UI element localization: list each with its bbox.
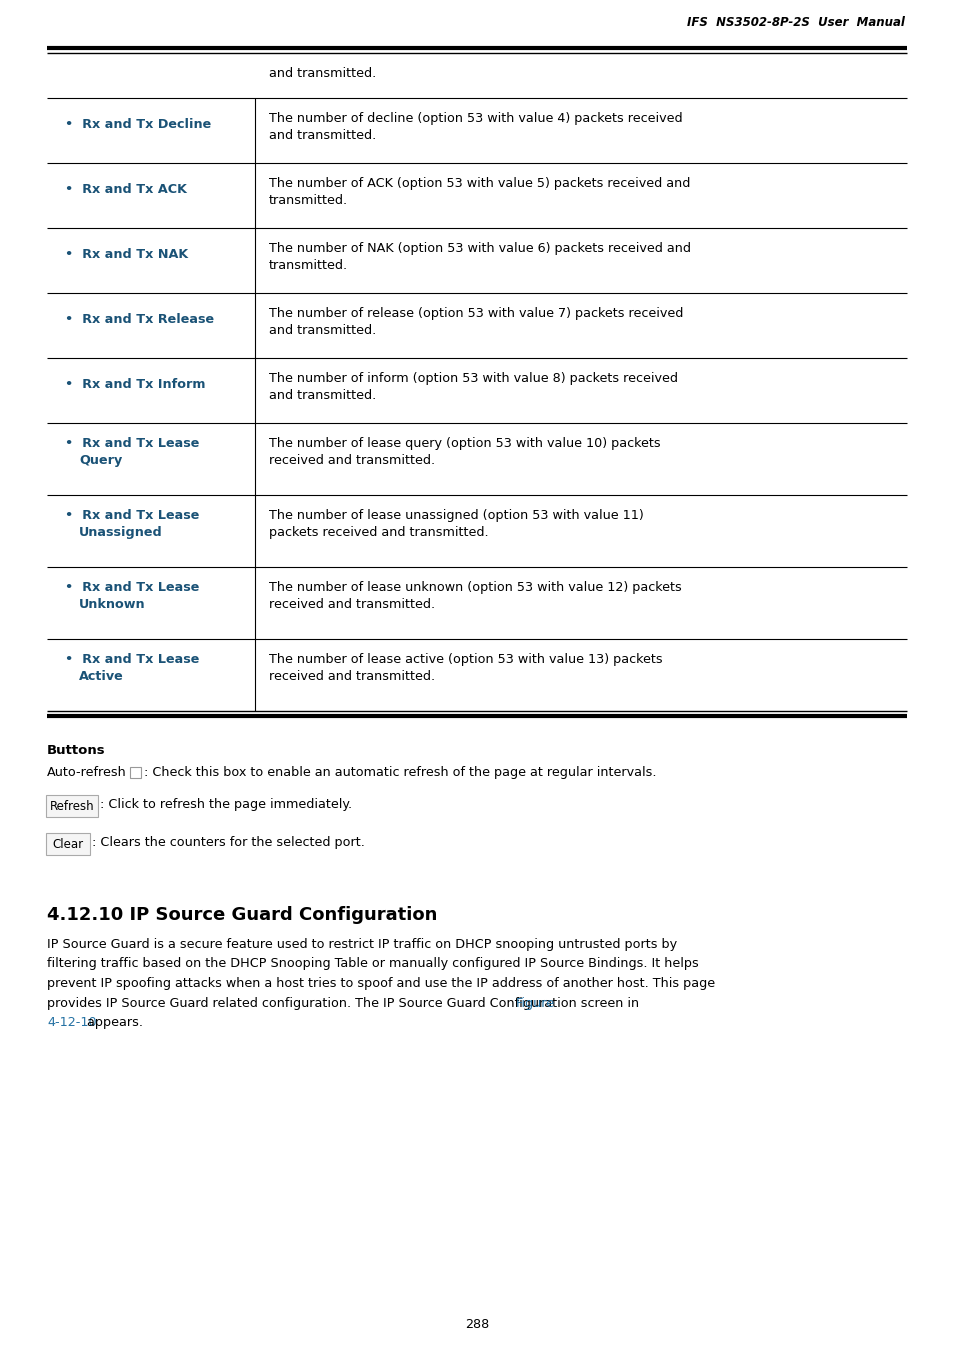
Text: and transmitted.: and transmitted.	[269, 130, 375, 142]
Text: 288: 288	[464, 1319, 489, 1331]
Text: received and transmitted.: received and transmitted.	[269, 598, 435, 612]
Text: Figure: Figure	[515, 996, 554, 1010]
Text: 4.12.10 IP Source Guard Configuration: 4.12.10 IP Source Guard Configuration	[47, 906, 436, 923]
Text: Buttons: Buttons	[47, 744, 106, 757]
Text: •  Rx and Tx Release: • Rx and Tx Release	[65, 313, 213, 325]
Text: •  Rx and Tx ACK: • Rx and Tx ACK	[65, 184, 187, 196]
Text: Active: Active	[79, 670, 124, 683]
Text: prevent IP spoofing attacks when a host tries to spoof and use the IP address of: prevent IP spoofing attacks when a host …	[47, 977, 715, 990]
Text: 4-12-10: 4-12-10	[47, 1017, 96, 1029]
Text: received and transmitted.: received and transmitted.	[269, 454, 435, 467]
Text: IP Source Guard is a secure feature used to restrict IP traffic on DHCP snooping: IP Source Guard is a secure feature used…	[47, 938, 677, 950]
Text: •  Rx and Tx Lease: • Rx and Tx Lease	[65, 437, 199, 450]
Text: The number of inform (option 53 with value 8) packets received: The number of inform (option 53 with val…	[269, 373, 678, 385]
Text: and transmitted.: and transmitted.	[269, 68, 375, 80]
Text: Clear: Clear	[52, 837, 84, 850]
Text: The number of decline (option 53 with value 4) packets received: The number of decline (option 53 with va…	[269, 112, 682, 126]
FancyBboxPatch shape	[46, 795, 98, 817]
Text: The number of lease query (option 53 with value 10) packets: The number of lease query (option 53 wit…	[269, 437, 659, 450]
Text: packets received and transmitted.: packets received and transmitted.	[269, 526, 488, 539]
Bar	[130, 767, 141, 778]
Text: transmitted.: transmitted.	[269, 259, 348, 271]
Text: Unassigned: Unassigned	[79, 526, 163, 539]
Text: Query: Query	[79, 454, 122, 467]
Text: •  Rx and Tx Decline: • Rx and Tx Decline	[65, 117, 211, 131]
Text: •  Rx and Tx Lease: • Rx and Tx Lease	[65, 580, 199, 594]
Text: received and transmitted.: received and transmitted.	[269, 670, 435, 683]
Text: transmitted.: transmitted.	[269, 194, 348, 207]
Text: The number of lease unassigned (option 53 with value 11): The number of lease unassigned (option 5…	[269, 509, 643, 522]
Text: The number of lease unknown (option 53 with value 12) packets: The number of lease unknown (option 53 w…	[269, 580, 681, 594]
Text: : Click to refresh the page immediately.: : Click to refresh the page immediately.	[100, 798, 352, 811]
Text: •  Rx and Tx Inform: • Rx and Tx Inform	[65, 378, 205, 392]
FancyBboxPatch shape	[46, 833, 90, 855]
Text: Auto-refresh: Auto-refresh	[47, 765, 127, 779]
Text: : Check this box to enable an automatic refresh of the page at regular intervals: : Check this box to enable an automatic …	[144, 765, 656, 779]
Text: •  Rx and Tx Lease: • Rx and Tx Lease	[65, 653, 199, 666]
Text: The number of lease active (option 53 with value 13) packets: The number of lease active (option 53 wi…	[269, 653, 662, 666]
Text: and transmitted.: and transmitted.	[269, 389, 375, 402]
Text: : Clears the counters for the selected port.: : Clears the counters for the selected p…	[91, 836, 364, 849]
Text: filtering traffic based on the DHCP Snooping Table or manually configured IP Sou: filtering traffic based on the DHCP Snoo…	[47, 957, 698, 971]
Text: provides IP Source Guard related configuration. The IP Source Guard Configuratio: provides IP Source Guard related configu…	[47, 996, 642, 1010]
Text: and transmitted.: and transmitted.	[269, 324, 375, 338]
Text: Unknown: Unknown	[79, 598, 146, 612]
Text: IFS  NS3502-8P-2S  User  Manual: IFS NS3502-8P-2S User Manual	[686, 15, 904, 28]
Text: •  Rx and Tx Lease: • Rx and Tx Lease	[65, 509, 199, 522]
Text: The number of NAK (option 53 with value 6) packets received and: The number of NAK (option 53 with value …	[269, 242, 690, 255]
Text: •  Rx and Tx NAK: • Rx and Tx NAK	[65, 248, 188, 261]
Text: The number of release (option 53 with value 7) packets received: The number of release (option 53 with va…	[269, 306, 682, 320]
Text: Refresh: Refresh	[50, 799, 94, 813]
Text: The number of ACK (option 53 with value 5) packets received and: The number of ACK (option 53 with value …	[269, 177, 690, 190]
Text: appears.: appears.	[83, 1017, 143, 1029]
